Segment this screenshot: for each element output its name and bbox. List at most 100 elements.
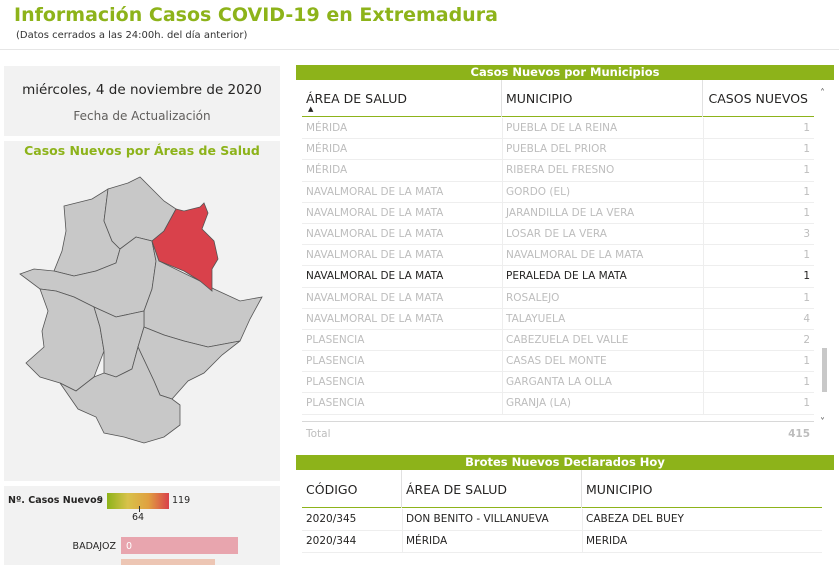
cell-area: PLASENCIA <box>306 397 365 410</box>
cell-municipio: PUEBLA DEL PRIOR <box>506 143 607 156</box>
legend-gradient <box>107 493 169 509</box>
cell-area: NAVALMORAL DE LA MATA <box>306 206 444 219</box>
cell-municipio: CABEZA DEL BUEY <box>586 513 684 525</box>
legend-min: 9 <box>97 495 104 506</box>
cell-municipio: LOSAR DE LA VERA <box>506 227 607 240</box>
update-date: miércoles, 4 de noviembre de 2020 <box>22 82 262 98</box>
legend-label: Nº. Casos Nuevos <box>8 495 103 506</box>
cell-area: PLASENCIA <box>306 355 365 368</box>
table-row[interactable]: NAVALMORAL DE LA MATA NAVALMORAL DE LA MA… <box>302 245 814 267</box>
update-date-label: Fecha de Actualización <box>73 109 211 123</box>
table-row[interactable]: 2020/345 DON BENITO - VILLANUEVA CABEZA DE… <box>302 509 822 531</box>
column-header-casos[interactable]: CASOS NUEVOS <box>708 91 808 106</box>
cell-municipio: GARGANTA LA OLLA <box>506 376 612 389</box>
cell-area: NAVALMORAL DE LA MATA <box>306 270 444 283</box>
map-region-navalmoral[interactable] <box>151 202 219 292</box>
cell-casos: 2 <box>803 333 810 346</box>
cell-area: PLASENCIA <box>306 333 365 346</box>
legend-mid: 64 <box>132 512 145 523</box>
cell-municipio: ROSALEJO <box>506 291 560 304</box>
scrollbar[interactable]: ˄ ˅ <box>818 88 830 428</box>
municipios-table: Casos Nuevos por Municipios ÁREA DE SALU… <box>296 65 834 443</box>
total-row: Total 415 <box>302 421 814 443</box>
column-header-area[interactable]: ÁREA DE SALUD <box>402 470 582 508</box>
table-row[interactable]: PLASENCIA GRANJA (LA) 1 <box>302 393 814 415</box>
bar-next[interactable] <box>121 559 215 565</box>
map-region-zafra[interactable] <box>59 345 181 444</box>
cell-municipio: CASAS DEL MONTE <box>506 355 607 368</box>
table-row[interactable]: NAVALMORAL DE LA MATA ROSALEJO 1 <box>302 287 814 309</box>
cell-casos: 1 <box>803 122 810 134</box>
table-row[interactable]: PLASENCIA CABEZUELA DEL VALLE 2 <box>302 329 814 352</box>
legend-card: Nº. Casos Nuevos 9 119 64 BADAJOZ 0 <box>4 486 280 565</box>
cell-municipio: NAVALMORAL DE LA MATA <box>506 249 644 262</box>
column-header-municipio[interactable]: MUNICIPIO <box>502 80 703 117</box>
table-row[interactable]: PLASENCIA CASAS DEL MONTE 1 <box>302 351 814 373</box>
total-label: Total <box>306 428 331 440</box>
legend-max: 119 <box>172 495 191 506</box>
cell-municipio: GORDO (EL) <box>506 185 571 198</box>
scroll-thumb[interactable] <box>822 348 827 392</box>
cell-municipio: PUEBLA DE LA REINA <box>506 122 618 134</box>
cell-casos: 1 <box>803 164 810 177</box>
table-row[interactable]: MÉRIDA RIBERA DEL FRESNO 1 <box>302 160 814 182</box>
map-title: Casos Nuevos por Áreas de Salud <box>24 143 260 158</box>
table-row[interactable]: NAVALMORAL DE LA MATA LOSAR DE LA VERA 3 <box>302 223 814 246</box>
municipios-table-header: ÁREA DE SALUD MUNICIPIO CASOS NUEVOS ▲ <box>302 80 814 117</box>
cell-codigo: 2020/344 <box>306 535 357 547</box>
cell-municipio: TALAYUELA <box>506 312 566 325</box>
brotes-table-header: CÓDIGO ÁREA DE SALUD MUNICIPIO <box>302 470 822 508</box>
table-row[interactable]: MÉRIDA PUEBLA DEL PRIOR 1 <box>302 139 814 161</box>
brotes-table: Brotes Nuevos Declarados Hoy CÓDIGO ÁREA… <box>296 455 834 565</box>
table-row[interactable]: 2020/344 MÉRIDA MERIDA <box>302 531 822 553</box>
cell-area: NAVALMORAL DE LA MATA <box>306 227 444 240</box>
cell-municipio: GRANJA (LA) <box>506 397 571 410</box>
cell-casos: 1 <box>803 270 810 283</box>
column-header-area[interactable]: ÁREA DE SALUD <box>302 80 502 117</box>
cell-area: NAVALMORAL DE LA MATA <box>306 291 444 304</box>
chevron-up-icon[interactable]: ˄ <box>820 88 825 99</box>
cell-municipio: MERIDA <box>586 535 628 547</box>
cell-municipio: JARANDILLA DE LA VERA <box>506 206 635 219</box>
map-card: Casos Nuevos por Áreas de Salud <box>4 141 280 481</box>
brotes-table-body: 2020/345 DON BENITO - VILLANUEVA CABEZA DE… <box>302 509 822 553</box>
bar-label-badajoz: BADAJOZ <box>72 541 116 552</box>
chevron-down-icon[interactable]: ˅ <box>820 417 825 428</box>
cell-area: MÉRIDA <box>306 164 348 177</box>
table-row[interactable]: NAVALMORAL DE LA MATA PERALEDA DE LA MATA… <box>302 266 814 288</box>
cell-casos: 1 <box>803 249 810 262</box>
cell-municipio: RIBERA DEL FRESNO <box>506 164 615 177</box>
municipios-table-title: Casos Nuevos por Municipios <box>296 65 834 80</box>
extremadura-map <box>19 176 263 444</box>
cell-area: MÉRIDA <box>306 122 348 134</box>
cell-area: NAVALMORAL DE LA MATA <box>306 249 444 262</box>
cell-municipio: CABEZUELA DEL VALLE <box>506 333 629 346</box>
table-row[interactable]: PLASENCIA GARGANTA LA OLLA 1 <box>302 372 814 394</box>
column-header-codigo[interactable]: CÓDIGO <box>302 470 402 508</box>
cell-area: DON BENITO - VILLANUEVA <box>406 513 549 525</box>
cell-area: NAVALMORAL DE LA MATA <box>306 312 444 325</box>
legend-mid-tick <box>139 506 140 512</box>
date-card: miércoles, 4 de noviembre de 2020 Fecha … <box>4 66 280 136</box>
table-row[interactable]: NAVALMORAL DE LA MATA TALAYUELA 4 <box>302 308 814 330</box>
page-title: Información Casos COVID-19 en Extremadur… <box>14 4 498 26</box>
brotes-table-title: Brotes Nuevos Declarados Hoy <box>296 455 834 470</box>
bar-value-badajoz: 0 <box>126 541 133 552</box>
table-row[interactable]: NAVALMORAL DE LA MATA GORDO (EL) 1 <box>302 181 814 203</box>
cell-casos: 1 <box>803 143 810 156</box>
cell-casos: 3 <box>803 227 810 240</box>
column-header-municipio[interactable]: MUNICIPIO <box>586 482 653 497</box>
total-value: 415 <box>788 428 810 440</box>
cell-casos: 4 <box>803 312 810 325</box>
cell-casos: 1 <box>803 291 810 304</box>
table-row[interactable]: NAVALMORAL DE LA MATA JARANDILLA DE LA VE… <box>302 202 814 224</box>
cell-area: PLASENCIA <box>306 376 365 389</box>
cell-area: MÉRIDA <box>406 535 448 547</box>
municipios-table-body: MÉRIDA PUEBLA DE LA REINA 1 MÉRIDA PUEBLA DE… <box>302 118 814 415</box>
cell-area: MÉRIDA <box>306 143 348 156</box>
page-subtitle: (Datos cerrados a las 24:00h. del día an… <box>16 30 248 41</box>
bar-badajoz[interactable] <box>121 537 238 554</box>
cell-casos: 1 <box>803 206 810 219</box>
table-row[interactable]: MÉRIDA PUEBLA DE LA REINA 1 <box>302 118 814 140</box>
cell-municipio: PERALEDA DE LA MATA <box>506 270 627 283</box>
